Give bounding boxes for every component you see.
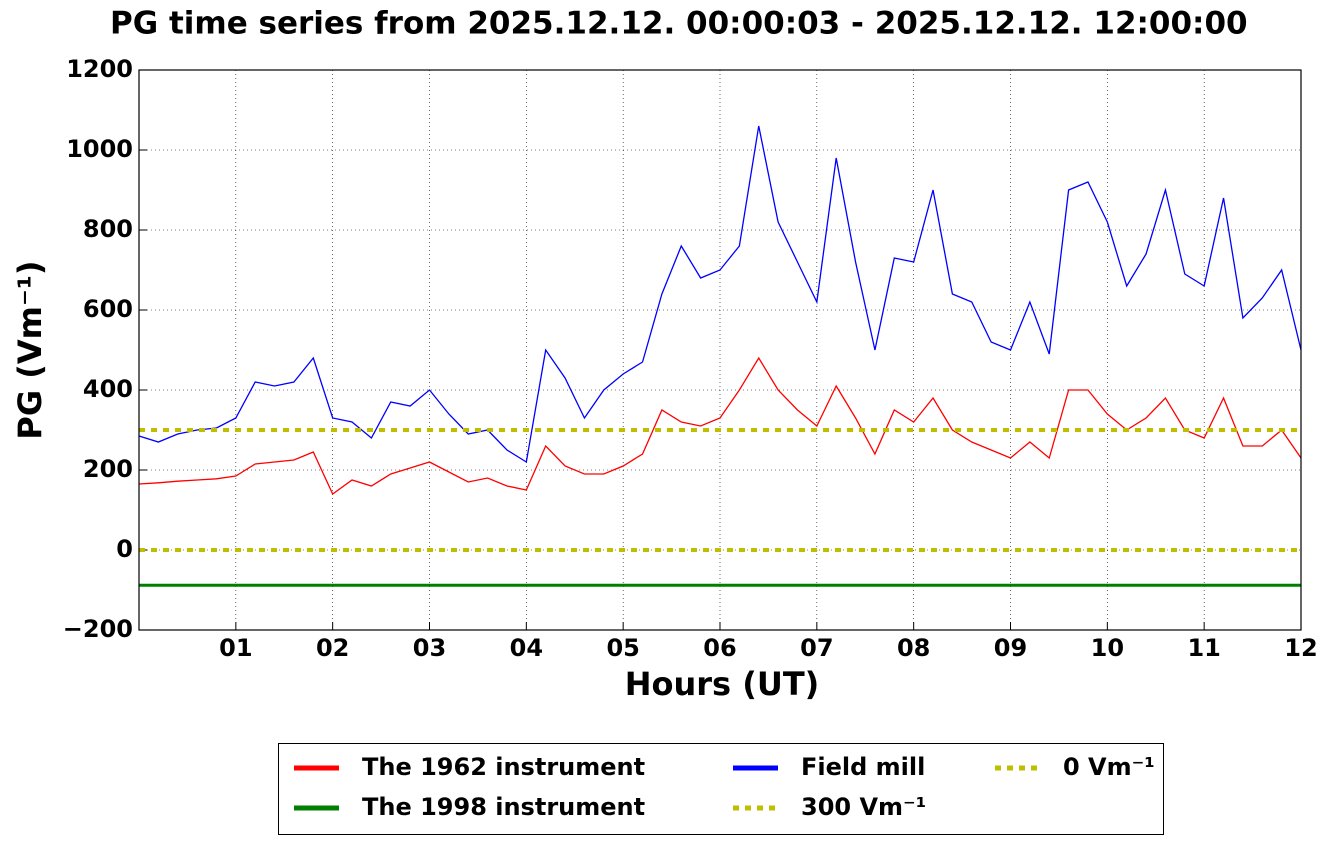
y-tick-label: 0 [116, 535, 133, 563]
y-tick-label: 1000 [66, 135, 133, 163]
legend-label: 300 Vm⁻¹ [801, 793, 926, 821]
x-axis-label: Hours (UT) [625, 665, 820, 703]
legend-label: The 1998 instrument [362, 793, 645, 821]
legend-label: The 1962 instrument [362, 753, 645, 781]
x-tick-label: 04 [510, 634, 543, 662]
legend-box [278, 743, 1164, 835]
x-tick-label: 05 [606, 634, 639, 662]
x-tick-label: 08 [897, 634, 930, 662]
y-tick-label: 200 [83, 455, 133, 483]
x-tick-label: 10 [1091, 634, 1124, 662]
legend-label: Field mill [801, 753, 925, 781]
x-tick-label: 01 [219, 634, 252, 662]
x-tick-label: 11 [1187, 634, 1220, 662]
plot-frame [138, 69, 1302, 631]
y-tick-label: −200 [63, 615, 133, 643]
x-tick-label: 06 [703, 634, 736, 662]
y-tick-label: 800 [83, 215, 133, 243]
x-tick-label: 12 [1284, 634, 1317, 662]
data-line [138, 356, 1302, 495]
x-tick-label: 02 [316, 634, 349, 662]
y-tick-label: 400 [83, 375, 133, 403]
y-tick-label: 600 [83, 295, 133, 323]
data-line [138, 125, 1302, 464]
x-tick-label: 09 [994, 634, 1027, 662]
x-tick-label: 03 [413, 634, 446, 662]
chart-title: PG time series from 2025.12.12. 00:00:03… [110, 6, 1248, 42]
x-tick-label: 07 [800, 634, 833, 662]
legend-label: 0 Vm⁻¹ [1063, 753, 1155, 781]
y-axis-label: PG (Vm⁻¹) [11, 260, 49, 439]
y-tick-label: 1200 [66, 55, 133, 83]
